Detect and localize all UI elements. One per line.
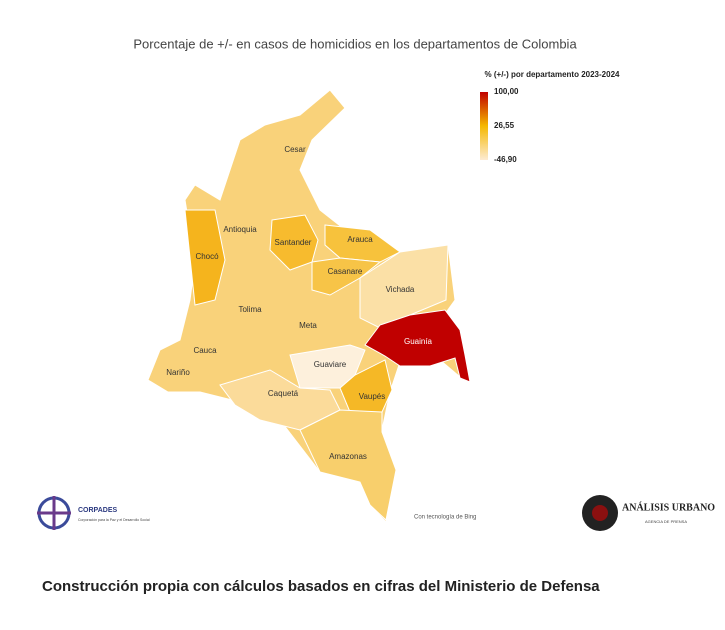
logo-cross — [37, 496, 71, 530]
map-title: Porcentaje de +/- en casos de homicidios… — [133, 36, 577, 51]
credit: Con tecnología de Bing — [414, 515, 476, 521]
department — [184, 209, 226, 306]
department-label: Casanare — [328, 267, 363, 276]
department-label: Vaupés — [359, 392, 386, 401]
logo-name: ANÁLISIS URBANO — [622, 501, 715, 513]
logo-sub: AGENCIA DE PRENSA — [645, 519, 687, 524]
logo-lens-inner — [592, 505, 608, 521]
legend-bar — [480, 92, 488, 160]
department-label: Caquetá — [268, 389, 299, 398]
legend-title: % (+/-) por departamento 2023-2024 — [485, 70, 620, 79]
department — [359, 244, 449, 329]
department — [299, 409, 397, 521]
logo-left: CORPADES Corporación para la Paz y el De… — [37, 496, 150, 530]
department-label: Meta — [299, 321, 317, 330]
department-label: Guainía — [404, 337, 433, 346]
department — [364, 309, 471, 383]
department-label: Tolima — [238, 305, 262, 314]
department-label: Vichada — [386, 285, 415, 294]
logo-sub: Corporación para la Paz y el Desarrollo … — [78, 518, 150, 522]
department-label: Cauca — [193, 346, 217, 355]
legend-tick-label: 100,00 — [494, 87, 519, 96]
logo-right: ANÁLISIS URBANO AGENCIA DE PRENSA — [582, 495, 715, 531]
department-label: Arauca — [347, 235, 373, 244]
department-label: Antioquia — [223, 225, 257, 234]
legend-tick-label: 26,55 — [494, 121, 515, 130]
logo-name: CORPADES — [78, 507, 117, 514]
department-label: Nariño — [166, 368, 190, 377]
caption: Construcción propia con cálculos basados… — [42, 578, 600, 595]
legend-tick-label: -46,90 — [494, 155, 517, 164]
department-label: Cesar — [284, 145, 306, 154]
department-label: Amazonas — [329, 452, 367, 461]
department-label: Guaviare — [314, 360, 347, 369]
department-label: Chocó — [195, 252, 219, 261]
department-label: Santander — [275, 238, 312, 247]
